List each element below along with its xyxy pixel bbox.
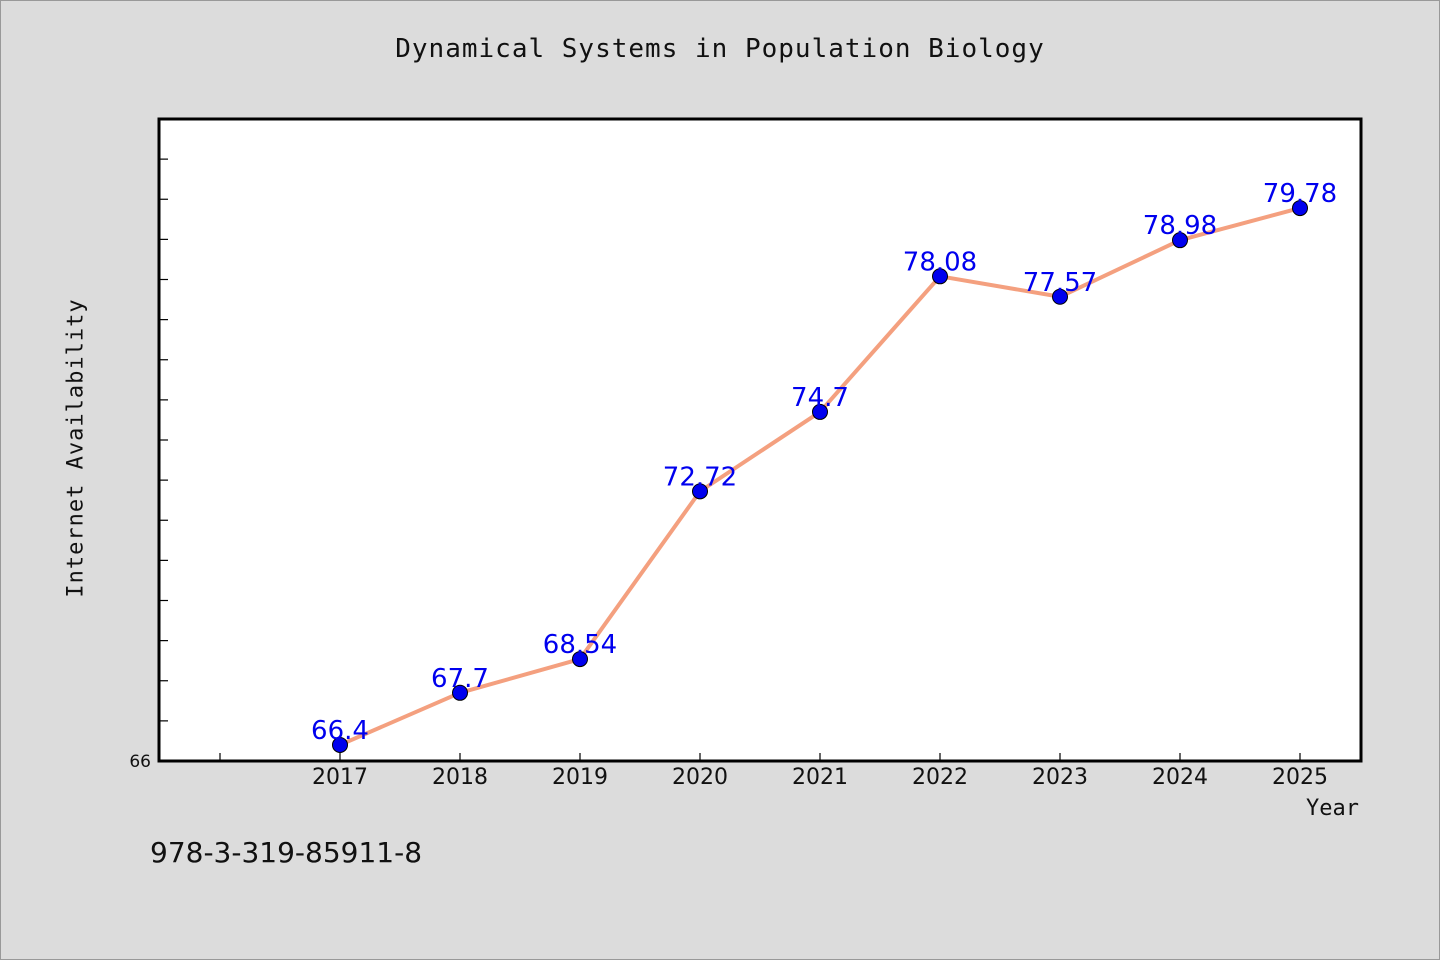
chart-title: Dynamical Systems in Population Biology: [395, 34, 1045, 64]
x-tick-label: 2021: [792, 765, 848, 790]
series-markers: [332, 200, 1308, 753]
data-point: [932, 268, 948, 285]
x-tick-label: 2017: [312, 765, 368, 790]
data-label: 78.08: [903, 247, 977, 277]
data-label: 68.54: [543, 630, 617, 660]
data-label: 78.98: [1143, 211, 1217, 241]
data-label: 72.72: [663, 462, 737, 492]
data-label: 67.7: [431, 664, 489, 694]
x-tick-label: 2023: [1032, 765, 1088, 790]
y-axis-ticks: 66: [129, 158, 168, 772]
x-tick-label: 2025: [1272, 765, 1328, 790]
x-tick-label: 2024: [1152, 765, 1208, 790]
x-tick-label: 2018: [432, 765, 488, 790]
x-tick-label: 2019: [552, 765, 608, 790]
data-labels: 66.4 67.7 68.54 72.72 74.7 78.08 77.57 78.98 79.…: [311, 179, 1337, 746]
x-axis-ticks: 2017 2018 2019 2020 2021 2022 2023 2024 2025: [219, 753, 1328, 790]
x-tick-label: 2020: [672, 765, 728, 790]
x-axis-label: Year: [1306, 796, 1359, 821]
data-point: [1052, 288, 1068, 305]
data-point: [1172, 232, 1188, 249]
data-label: 74.7: [791, 383, 849, 413]
data-label: 66.4: [311, 716, 369, 746]
plot-area: [157, 117, 1363, 763]
data-point: [812, 403, 828, 420]
data-point: [1292, 200, 1308, 217]
isbn-text: 978-3-319-85911-8: [150, 836, 423, 869]
data-point: [572, 651, 588, 668]
data-label: 79.78: [1263, 179, 1337, 209]
y-tick-label: 66: [129, 752, 151, 772]
data-point: [332, 736, 348, 753]
data-point: [692, 483, 708, 500]
data-point: [452, 684, 468, 701]
x-tick-label: 2022: [912, 765, 968, 790]
data-label: 77.57: [1023, 268, 1097, 298]
